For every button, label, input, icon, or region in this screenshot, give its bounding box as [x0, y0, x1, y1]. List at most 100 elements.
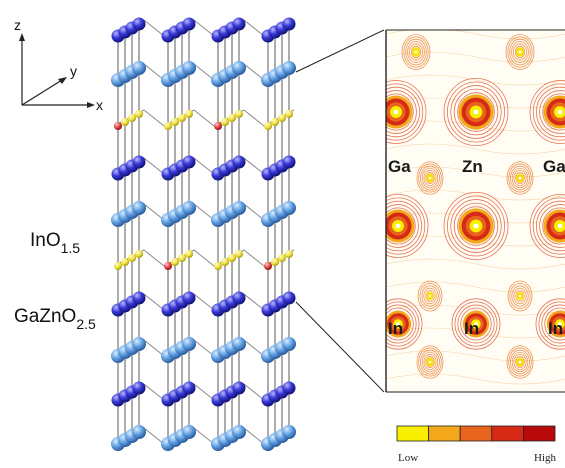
contour-line [513, 354, 527, 370]
contour-line [451, 298, 501, 350]
crystal-bond [243, 427, 265, 445]
crystal-atom [282, 425, 296, 439]
map-label-in-right: In [548, 319, 563, 338]
contour-line [513, 43, 527, 61]
crystal-atom [232, 201, 246, 215]
crystal-atom [128, 114, 136, 122]
contour-line [386, 281, 565, 293]
contour-line [541, 304, 565, 344]
crystal-atom [264, 122, 272, 130]
crystal-atom [182, 291, 196, 305]
crystal-atom [182, 17, 196, 31]
contour-line [446, 195, 505, 257]
crystal-bond [243, 293, 265, 311]
crystal-atom [232, 291, 246, 305]
legend-swatch [459, 425, 493, 442]
contour-line [454, 301, 498, 347]
crystal-bond [243, 203, 265, 221]
crystal-bond [143, 157, 165, 175]
contour-line [507, 280, 533, 312]
crystal-bond [143, 63, 165, 81]
crystal-bond [193, 293, 215, 311]
zoom-line-bottom [295, 301, 385, 393]
legend-swatch [396, 425, 430, 442]
contour-line [542, 207, 565, 245]
crystal-atom [132, 155, 146, 169]
contour-line [386, 30, 565, 40]
crystal-atom [128, 254, 136, 262]
crystal-bond [143, 427, 165, 445]
crystal-atom [278, 114, 286, 122]
crystal-atom [182, 337, 196, 351]
contour-line [529, 80, 565, 144]
contour-line [421, 285, 439, 307]
axis-triad: z y x [14, 17, 103, 113]
contour-line [460, 307, 492, 341]
contour-line [386, 307, 414, 341]
y-axis-line [21, 79, 63, 106]
contour-line [386, 197, 426, 255]
legend-swatch [428, 425, 461, 442]
contour-line [386, 93, 414, 131]
crystal-atom [285, 250, 293, 258]
legend-colorbar [396, 425, 556, 442]
z-axis-label: z [14, 17, 21, 33]
contour-field [386, 30, 565, 385]
density-center [557, 109, 563, 115]
contour-line [386, 83, 424, 141]
contour-line [446, 81, 505, 143]
crystal-bond [243, 249, 265, 267]
contour-line [508, 347, 532, 377]
contour-line [386, 373, 565, 385]
contour-line [386, 143, 565, 155]
contour-line [453, 202, 499, 250]
crystal-atom [235, 250, 243, 258]
density-center [396, 322, 400, 326]
contour-line [407, 41, 425, 63]
crystal-bond [143, 293, 165, 311]
crystal-atom [182, 381, 196, 395]
contour-line [529, 194, 565, 258]
crystal-atom [132, 61, 146, 75]
crystal-atom [232, 17, 246, 31]
crystal-atom [114, 262, 122, 270]
crystal-atom [178, 114, 186, 122]
density-center [518, 294, 522, 298]
crystal-bond [143, 339, 165, 357]
contour-line [506, 161, 534, 195]
crystal-atom [132, 337, 146, 351]
crystal-atom [232, 337, 246, 351]
crystal-bond [193, 249, 215, 267]
contour-line [443, 191, 509, 260]
density-center [558, 322, 562, 326]
contour-line [409, 43, 423, 61]
crystal-atom [185, 250, 193, 258]
contour-line [453, 88, 499, 136]
contour-line [420, 349, 440, 375]
contour-line [386, 200, 423, 252]
crystal-atom [182, 155, 196, 169]
contour-line [511, 41, 529, 63]
contour-line [450, 85, 502, 139]
contour-line [386, 207, 416, 245]
crystal-atom [282, 61, 296, 75]
contour-line [511, 167, 529, 189]
crystal-atom [214, 262, 222, 270]
crystal-atom [232, 155, 246, 169]
contour-line [510, 165, 530, 191]
y-arrowhead-icon [58, 77, 67, 84]
map-label-in-center: In [464, 319, 479, 338]
crystal-atom [221, 258, 229, 266]
charge-density-map: Ga Zn Ga In In In [385, 29, 565, 393]
contour-line [505, 34, 535, 70]
crystal-atom [135, 250, 143, 258]
crystal-atom [121, 118, 129, 126]
contour-line [423, 170, 437, 186]
crystal-bond [243, 63, 265, 81]
density-center [518, 360, 522, 364]
contour-line [513, 170, 527, 186]
crystal-bond [193, 339, 215, 357]
crystal-atom [135, 110, 143, 118]
contour-line [386, 301, 420, 347]
crystal-bond [143, 383, 165, 401]
